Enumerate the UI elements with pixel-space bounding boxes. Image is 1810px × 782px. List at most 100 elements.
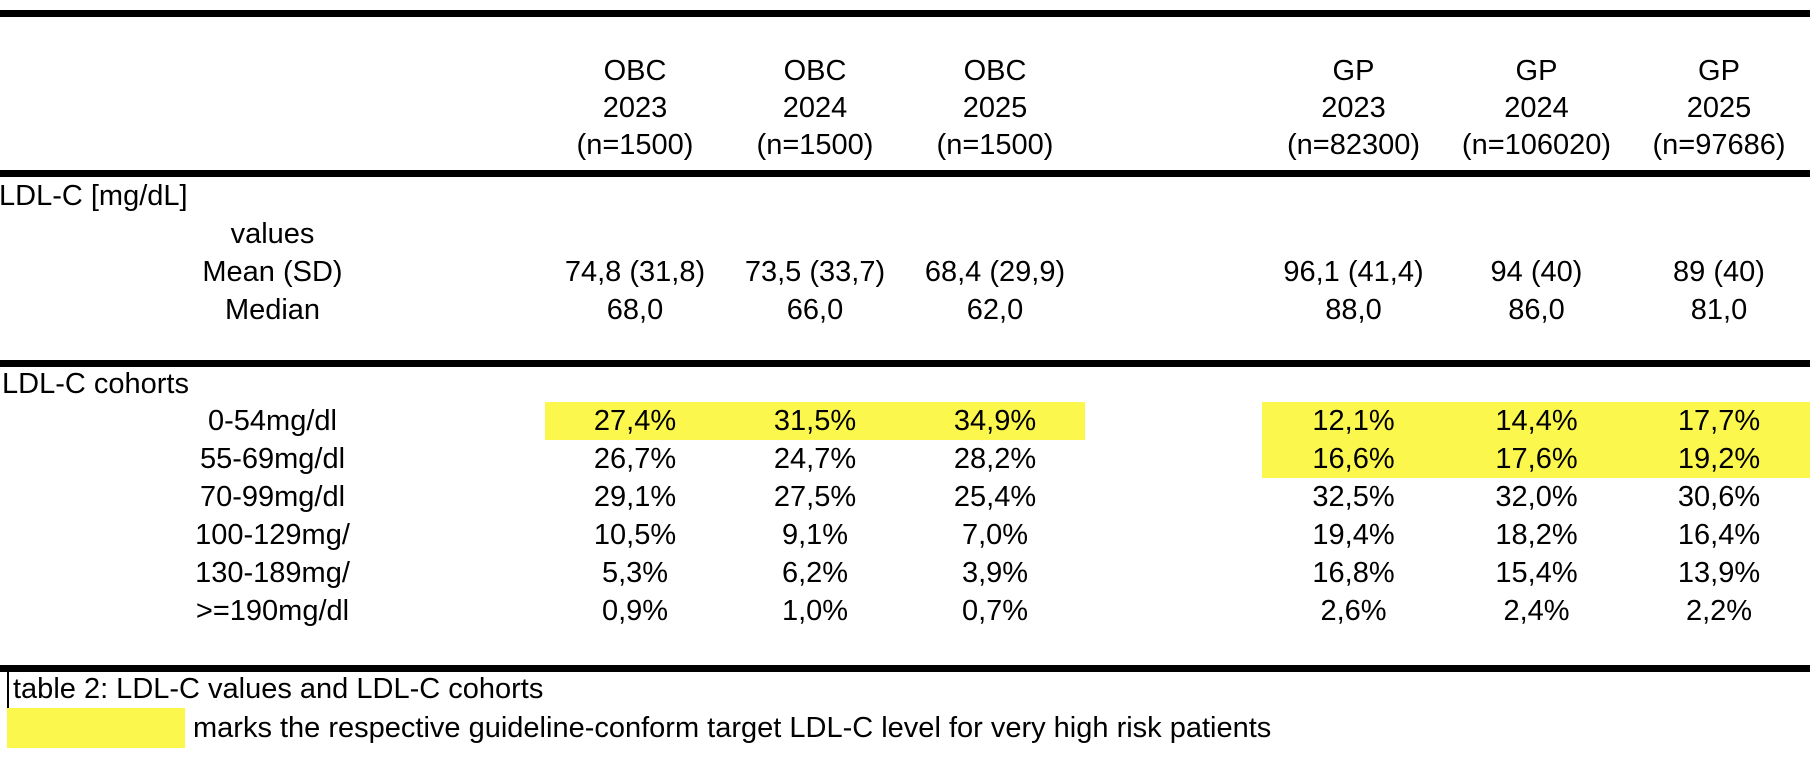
column-n-label: (n=97686) — [1652, 129, 1786, 161]
data-cell: 68,0 — [606, 294, 664, 326]
column-year-label: 2025 — [962, 92, 1028, 124]
header-cell-gap — [1085, 164, 1262, 170]
row-label: Median — [224, 294, 321, 326]
data-cell: 25,4% — [953, 481, 1037, 513]
data-cell: 96,1 (41,4) — [1283, 256, 1424, 288]
table-row-cohort-70-99: 70-99mg/dl 29,1% 27,5% 25,4% 32,5% 32,0%… — [0, 478, 1810, 516]
column-n-label: (n=1500) — [756, 129, 874, 161]
data-cell-highlighted: 27,4% — [545, 402, 725, 440]
data-cell: 16,4% — [1677, 519, 1761, 551]
data-cell: 2,6% — [1320, 595, 1387, 627]
column-n-label: (n=82300) — [1286, 129, 1421, 161]
gap-cell — [1085, 592, 1262, 630]
data-cell: 3,9% — [961, 557, 1029, 589]
table-caption: table 2: LDL-C values and LDL-C cohorts — [7, 672, 1810, 708]
highlight-legend: marks the respective guideline-conform t… — [0, 708, 1810, 748]
header-cell-empty — [0, 164, 545, 170]
gap-cell — [1085, 478, 1262, 516]
data-cell: 2,4% — [1503, 595, 1570, 627]
data-cell: 32,0% — [1495, 481, 1578, 513]
section-gap — [0, 329, 1810, 360]
row-label: 55-69mg/dl — [199, 443, 346, 475]
row-label: 0-54mg/dl — [208, 405, 337, 437]
column-group-label: GP — [1698, 55, 1740, 87]
column-n-label: (n=1500) — [936, 129, 1054, 161]
gap-cell — [1085, 291, 1262, 329]
header-cell-obc-2023: OBC 2023 (n=1500) — [545, 53, 725, 170]
header-cell-gp-2025: GP 2025 (n=97686) — [1628, 53, 1810, 170]
data-cell: 29,1% — [593, 481, 677, 513]
column-year-label: 2025 — [1686, 92, 1752, 124]
legend-highlight-swatch — [7, 708, 185, 748]
data-cell: 24,7% — [773, 443, 857, 475]
data-cell: 15,4% — [1495, 557, 1578, 589]
legend-text: marks the respective guideline-conform t… — [193, 712, 1272, 744]
data-cell-highlighted: 14,4% — [1445, 402, 1628, 440]
table-row-cohort-130-189: 130-189mg/ 5,3% 6,2% 3,9% 16,8% 15,4% 13… — [0, 554, 1810, 592]
row-label: 130-189mg/ — [195, 557, 350, 589]
section-title-ldlc-cohorts: LDL-C cohorts — [2, 368, 189, 400]
data-cell-highlighted: 16,6% — [1262, 440, 1445, 478]
data-cell: 26,7% — [593, 443, 677, 475]
table-row-mean-sd: Mean (SD) 74,8 (31,8) 73,5 (33,7) 68,4 (… — [0, 253, 1810, 291]
header-cell-gp-2023: GP 2023 (n=82300) — [1262, 53, 1445, 170]
row-label: values — [230, 218, 315, 250]
table-row-cohort-0-54: 0-54mg/dl 27,4% 31,5% 34,9% 12,1% 14,4% … — [0, 402, 1810, 440]
data-cell-highlighted: 34,9% — [905, 402, 1085, 440]
column-year-label: 2024 — [782, 92, 848, 124]
data-cell: 13,9% — [1677, 557, 1761, 589]
data-cell: 2,2% — [1685, 595, 1753, 627]
table-row-values: values — [0, 215, 1810, 253]
data-cell: 27,5% — [773, 481, 857, 513]
data-cell: 7,0% — [961, 519, 1029, 551]
data-cell — [1445, 215, 1628, 253]
data-cell: 9,1% — [781, 519, 849, 551]
data-cell: 81,0 — [1690, 294, 1748, 326]
data-cell: 88,0 — [1325, 294, 1382, 326]
data-cell: 86,0 — [1508, 294, 1565, 326]
data-cell — [1628, 215, 1810, 253]
header-cell-obc-2024: OBC 2024 (n=1500) — [725, 53, 905, 170]
column-group-label: OBC — [603, 55, 667, 87]
column-group-label: OBC — [783, 55, 847, 87]
gap-cell — [1085, 554, 1262, 592]
table-header-row: OBC 2023 (n=1500) OBC 2024 (n=1500) OBC … — [0, 17, 1810, 170]
data-cell — [1262, 215, 1445, 253]
column-year-label: 2023 — [602, 92, 668, 124]
column-year-label: 2023 — [1321, 92, 1386, 124]
table-row-cohort-55-69: 55-69mg/dl 26,7% 24,7% 28,2% 16,6% 17,6%… — [0, 440, 1810, 478]
data-cell — [725, 215, 905, 253]
data-cell-highlighted: 31,5% — [725, 402, 905, 440]
table-row-median: Median 68,0 66,0 62,0 88,0 86,0 81,0 — [0, 291, 1810, 329]
data-cell: 94 (40) — [1490, 256, 1583, 288]
data-cell: 74,8 (31,8) — [564, 256, 706, 288]
column-group-label: GP — [1332, 55, 1375, 87]
data-cell: 66,0 — [786, 294, 844, 326]
column-n-label: (n=106020) — [1461, 129, 1612, 161]
gap-cell — [1085, 253, 1262, 291]
section-title-ldlc-values: LDL-C [mg/dL] — [0, 180, 188, 212]
data-cell: 30,6% — [1677, 481, 1761, 513]
header-cell-gp-2024: GP 2024 (n=106020) — [1445, 53, 1628, 170]
section-gap — [0, 630, 1810, 665]
gap-cell — [1085, 402, 1262, 440]
data-cell: 62,0 — [966, 294, 1024, 326]
top-margin — [0, 0, 1810, 10]
data-cell: 89 (40) — [1673, 256, 1765, 288]
gap-cell — [1085, 516, 1262, 554]
horizontal-rule — [0, 170, 1810, 177]
data-cell: 10,5% — [593, 519, 677, 551]
data-cell: 19,4% — [1312, 519, 1395, 551]
data-cell-highlighted: 17,6% — [1445, 440, 1628, 478]
table-row-cohort-ge-190: >=190mg/dl 0,9% 1,0% 0,7% 2,6% 2,4% 2,2% — [0, 592, 1810, 630]
data-cell-highlighted: 12,1% — [1262, 402, 1445, 440]
data-cell: 0,7% — [961, 595, 1029, 627]
data-cell: 0,9% — [601, 595, 669, 627]
header-cell-obc-2025: OBC 2025 (n=1500) — [905, 53, 1085, 170]
data-cell: 16,8% — [1312, 557, 1395, 589]
row-label: >=190mg/dl — [195, 595, 350, 627]
data-cell: 5,3% — [601, 557, 669, 589]
column-n-label: (n=1500) — [576, 129, 694, 161]
column-year-label: 2024 — [1504, 92, 1569, 124]
